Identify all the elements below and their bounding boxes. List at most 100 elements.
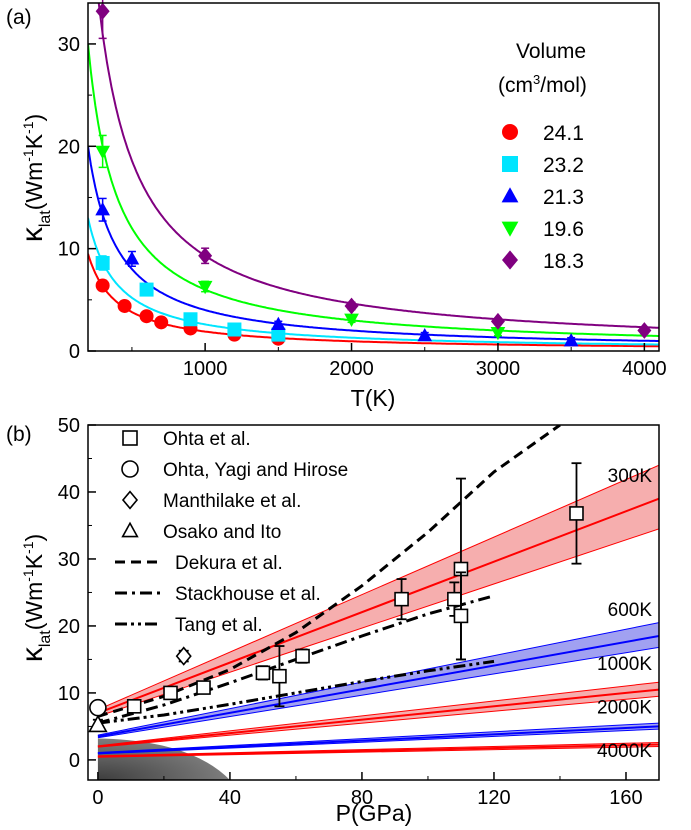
band-lower <box>97 728 659 755</box>
panel-a-y-axis-label: κlat(Wm-1K-1) <box>16 114 54 242</box>
legend-label-21.3: 21.3 <box>543 186 584 209</box>
band-center <box>97 497 659 714</box>
legend-title-volume: Volume <box>516 40 586 63</box>
panel-a-legend: Volume (cm3/mol) 24.1 23.2 21.3 19.6 18.3 <box>498 40 587 273</box>
legend-label-manthilake: Manthilake et al. <box>163 491 301 512</box>
fit-curve-19.6 <box>88 43 659 337</box>
legend-marker-ohta_et_al <box>122 430 138 446</box>
band-4000K <box>97 741 659 758</box>
y-tick-label: 40 <box>58 482 80 504</box>
band-center <box>97 635 659 738</box>
legend-label-19.6: 19.6 <box>543 218 584 241</box>
band-center <box>97 743 659 758</box>
data-point <box>95 202 110 216</box>
temp-label-600K: 600K <box>608 600 653 621</box>
data-point <box>344 297 359 315</box>
panel-b-temperature-labels: 300K 600K 1000K 2000K 4000K <box>597 466 652 762</box>
temp-label-2000K: 2000K <box>597 697 652 718</box>
temp-label-300K: 300K <box>608 466 653 487</box>
legend-label-18.3: 18.3 <box>543 250 584 273</box>
data-point <box>88 714 108 733</box>
y-tick-label: 20 <box>58 136 80 158</box>
legend-label-24.1: 24.1 <box>543 122 584 145</box>
band-upper <box>97 681 659 747</box>
series-24.1-points <box>95 278 286 346</box>
panel-b-label: (b) <box>6 423 32 446</box>
series-23.2-points <box>95 255 286 342</box>
series-21.3-points <box>95 197 579 347</box>
fit-curve-18.3 <box>97 3 659 329</box>
data-point <box>255 665 271 681</box>
data-point <box>569 506 584 521</box>
data-point <box>95 278 110 293</box>
data-point <box>95 145 110 160</box>
data-point <box>183 312 198 327</box>
ohta-et-al-points <box>126 462 584 714</box>
data-point <box>295 648 310 664</box>
data-point <box>117 298 132 313</box>
legend-label-ohta_et_al: Ohta et al. <box>163 429 251 450</box>
data-point <box>417 327 433 342</box>
panel-b-plot-area <box>97 425 659 780</box>
y-tick-label: 30 <box>58 549 80 571</box>
data-point <box>271 327 286 342</box>
data-point <box>197 280 213 295</box>
data-point <box>272 668 287 684</box>
band-lower <box>97 646 659 739</box>
temp-label-4000K: 4000K <box>597 741 652 762</box>
legend-label-stackhouse: Stackhouse et al. <box>175 584 321 605</box>
data-point <box>453 608 469 624</box>
fit-curve-23.2 <box>88 217 659 346</box>
legend-label-dekura: Dekura et al. <box>175 553 283 574</box>
legend-marker-21.3 <box>501 187 519 203</box>
fit-curve-24.1 <box>88 253 659 348</box>
data-point <box>196 680 211 695</box>
data-point <box>124 251 140 265</box>
data-point <box>126 699 142 714</box>
y-tick-label: 10 <box>58 683 80 705</box>
x-tick-label: 40 <box>219 787 241 809</box>
panel-a-label: (a) <box>6 6 32 29</box>
band-1000K <box>97 681 659 748</box>
band-fill <box>97 622 659 738</box>
data-point <box>198 247 213 265</box>
x-tick-label: 120 <box>477 787 510 809</box>
band-upper <box>97 464 659 711</box>
data-point <box>139 309 154 324</box>
band-2000K <box>97 722 659 755</box>
y-tick-label: 0 <box>69 341 80 363</box>
data-point <box>154 315 169 330</box>
series-18.3-points <box>95 0 652 339</box>
legend-label-ohta_yagi_hirose: Ohta, Yagi and Hirose <box>163 460 348 481</box>
panel-b-frame <box>87 424 660 781</box>
legend-marker-23.2 <box>502 156 518 172</box>
panel-a-plot-area <box>88 0 659 348</box>
temp-label-1000K: 1000K <box>597 654 652 675</box>
legend-marker-24.1 <box>502 124 518 140</box>
legend-label-osako_ito: Osako and Ito <box>163 522 281 543</box>
y-tick-label: 50 <box>58 415 80 437</box>
data-point <box>95 2 110 20</box>
data-point <box>175 646 192 666</box>
band-upper <box>97 622 659 736</box>
panel-b-x-axis-label: P(GPa) <box>336 800 413 826</box>
osako-ito-points <box>88 714 108 733</box>
legend-label-23.2: 23.2 <box>543 154 584 177</box>
fit-curve-21.3 <box>88 146 659 342</box>
band-lower <box>97 695 659 748</box>
shaded-region <box>97 738 230 780</box>
data-point <box>163 685 178 701</box>
data-point <box>139 282 154 297</box>
x-tick-label: 4000 <box>622 358 667 380</box>
data-point <box>227 322 242 337</box>
manthilake-points <box>175 646 192 666</box>
tang-line <box>97 659 495 725</box>
panel-b-legend: Ohta et al. Ohta, Yagi and Hirose Manthila… <box>115 429 348 636</box>
ohta-yagi-hirose-points <box>89 698 107 717</box>
band-center <box>97 725 659 755</box>
panel-b-y-ticks: 0 10 20 30 40 50 <box>58 415 96 772</box>
band-center <box>97 688 659 748</box>
x-tick-label: 1000 <box>183 358 228 380</box>
legend-marker-18.3 <box>502 250 518 270</box>
x-tick-label: 80 <box>351 787 373 809</box>
